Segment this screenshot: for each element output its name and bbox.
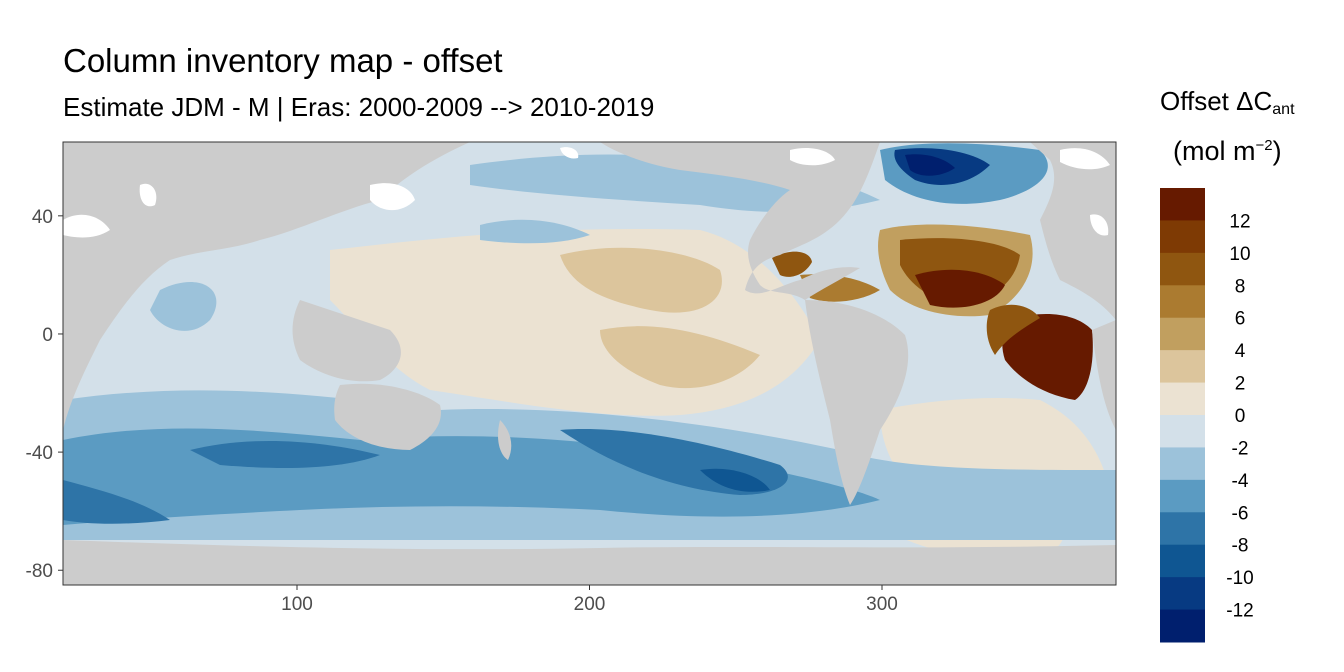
- colorbar-bin: [1160, 415, 1205, 448]
- colorbar-bin: [1160, 188, 1205, 221]
- australia: [334, 383, 441, 450]
- new-zealand: [497, 420, 512, 460]
- colorbar-bin: [1160, 317, 1205, 351]
- legend-title: Offset ΔCant: [1160, 86, 1295, 118]
- eurasia-africa-west: [63, 142, 470, 430]
- colorbar-bin: [1160, 350, 1205, 384]
- africa-east-edge: [1092, 320, 1116, 430]
- land: [63, 142, 1116, 585]
- colorbar-bin: [1160, 479, 1205, 513]
- colorbar-bin: [1160, 609, 1205, 643]
- colorbar-label: 10: [1229, 244, 1250, 265]
- colorbar-label: -12: [1226, 601, 1253, 622]
- colorbar-bin: [1160, 382, 1205, 416]
- y-tick-label: -80: [26, 561, 53, 582]
- chart-title: Column inventory map - offset: [63, 42, 503, 79]
- x-tick-label: 300: [866, 594, 898, 615]
- y-tick-label: 40: [32, 207, 53, 228]
- ocean-field: [63, 142, 1116, 585]
- colorbar-label: -2: [1232, 438, 1249, 459]
- labrador-blue: [880, 143, 1048, 204]
- legend-unit: (mol m−2): [1173, 136, 1282, 166]
- europe-africa-east: [1030, 142, 1116, 320]
- y-tick-label: -40: [26, 443, 53, 464]
- south-america: [805, 300, 909, 505]
- colorbar-label: -4: [1232, 471, 1249, 492]
- maritime-continent: [292, 300, 401, 382]
- colorbar-bin: [1160, 447, 1205, 481]
- north-pacific-blue: [150, 154, 880, 331]
- colorbar-label: 0: [1235, 406, 1246, 427]
- colorbar-label: -10: [1226, 568, 1253, 589]
- colorbar-label: 4: [1235, 341, 1246, 362]
- antarctica: [63, 540, 1116, 585]
- chart-subtitle: Estimate JDM - M | Eras: 2000-2009 --> 2…: [63, 92, 655, 122]
- colorbar-label: 8: [1235, 276, 1246, 297]
- x-tick-label: 200: [574, 594, 606, 615]
- colorbar-label: -8: [1232, 536, 1249, 557]
- colorbar-label: -6: [1232, 503, 1249, 524]
- north-america: [600, 142, 880, 300]
- missing-data: [63, 147, 1110, 238]
- colorbar-bin: [1160, 512, 1205, 546]
- colorbar-bin: [1160, 577, 1205, 611]
- colorbar-bin: [1160, 544, 1205, 578]
- colorbar-bin: [1160, 285, 1205, 319]
- colorbar-label: 6: [1235, 309, 1246, 330]
- pacific-2-4: [560, 247, 760, 389]
- colorbar-label: 2: [1235, 374, 1246, 395]
- y-tick-label: 0: [42, 325, 53, 346]
- southern-ocean-deep: [700, 468, 770, 492]
- colorbar-bin: [1160, 220, 1205, 254]
- x-tick-label: 100: [281, 594, 313, 615]
- colorbar-label: 12: [1229, 211, 1250, 232]
- colorbar: 12 10 8 6 4 2 0 -2 -4 -6 -8 -10 -12: [1160, 188, 1254, 643]
- colorbar-bin: [1160, 252, 1205, 286]
